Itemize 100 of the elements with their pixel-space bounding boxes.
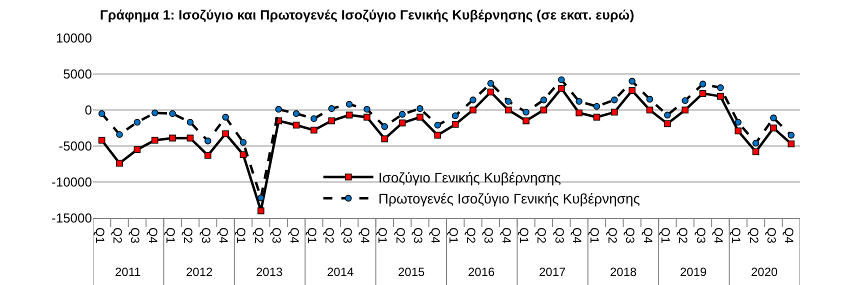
x-tick-label: Q2: [181, 227, 196, 244]
point: [558, 76, 565, 84]
point: [186, 118, 194, 126]
x-tick-label: Q3: [623, 227, 638, 244]
point: [169, 134, 176, 142]
x-tick-label: Q2: [393, 227, 408, 244]
point: [134, 118, 141, 126]
point: [258, 207, 264, 214]
y-tick-label: 5000: [63, 66, 92, 82]
x-tick-label: Q4: [640, 227, 655, 244]
point: [222, 114, 229, 121]
point: [699, 80, 706, 88]
point: [434, 132, 442, 139]
point: [328, 105, 336, 112]
point: [717, 92, 724, 100]
point: [222, 130, 229, 138]
point: [770, 114, 777, 122]
point: [398, 110, 406, 118]
point: [346, 112, 353, 118]
point: [487, 88, 494, 96]
point: [664, 120, 671, 128]
point: [98, 110, 106, 117]
x-tick-label: Q3: [198, 227, 213, 244]
point: [664, 112, 671, 118]
text: 2016: [468, 265, 496, 279]
point: [346, 100, 353, 108]
x-tick-label: Q1: [588, 227, 602, 244]
x-tick-label: Q1: [376, 227, 390, 244]
x-tick-label: Q2: [252, 227, 266, 244]
point: [788, 132, 795, 139]
point: [416, 114, 424, 121]
x-tick-label: Q3: [410, 227, 425, 244]
x-tick-label: Q1: [517, 227, 532, 244]
text: 2013: [256, 265, 284, 279]
x-tick-label: Q4: [711, 227, 726, 244]
x-tick-label: Q3: [694, 227, 708, 244]
point: [204, 138, 212, 144]
text: 2017: [539, 265, 566, 279]
point: [646, 106, 654, 114]
point: [788, 140, 795, 148]
point: [381, 135, 388, 142]
x-tick-label: Q2: [322, 227, 337, 244]
text: 2019: [680, 265, 708, 279]
point: [275, 106, 282, 113]
x-tick-label: Q1: [92, 227, 107, 244]
x-tick-label: Q2: [676, 227, 690, 244]
text: 2018: [610, 265, 638, 279]
x-tick-label: Q4: [146, 227, 160, 244]
point: [646, 96, 654, 103]
point: [558, 85, 565, 92]
text: 2020: [751, 265, 778, 279]
point: [522, 117, 530, 124]
x-tick-label: Q2: [534, 227, 549, 244]
point: [593, 103, 600, 110]
point: [452, 121, 459, 128]
point: [364, 106, 370, 113]
text: 2011: [115, 265, 142, 279]
point: [504, 106, 512, 114]
point: [151, 109, 158, 116]
point: [364, 114, 370, 121]
x-tick-label: Q2: [110, 227, 125, 244]
x-tick-label: Q4: [428, 227, 443, 244]
point: [770, 124, 777, 132]
legend-label: Ισοζύγιο Γενικής Κυβέρνησης: [378, 169, 562, 186]
point: [470, 96, 476, 104]
point: [682, 106, 689, 114]
point: [540, 106, 548, 114]
point: [452, 112, 459, 120]
x-tick-label: Q4: [570, 227, 584, 244]
point: [258, 194, 264, 202]
point: [504, 98, 512, 105]
x-tick-label: Q3: [270, 227, 284, 244]
x-tick-label: Q1: [304, 227, 319, 244]
x-tick-label: Q1: [446, 227, 460, 244]
y-tick-label: 0: [84, 102, 92, 118]
y-tick-label: -15000: [52, 210, 92, 226]
legend-label: Πρωτογενές Ισοζύγιο Γενικής Κυβέρνησης: [378, 190, 640, 207]
point: [416, 105, 424, 112]
point: [487, 80, 494, 87]
point: [134, 146, 141, 153]
point: [734, 127, 742, 134]
x-tick-label: Q4: [287, 227, 302, 244]
x-tick-label: Q4: [499, 227, 514, 244]
point: [611, 108, 618, 116]
point: [240, 139, 247, 146]
point: [752, 140, 760, 147]
y-tick-label: 10000: [56, 30, 92, 46]
x-tick-label: Q2: [605, 227, 620, 244]
point: [682, 97, 689, 104]
x-tick-label: Q4: [216, 227, 231, 244]
x-tick-label: Q2: [464, 227, 478, 244]
point: [328, 117, 336, 124]
point: [611, 96, 618, 104]
x-tick-label: Q4: [358, 227, 372, 244]
x-tick-label: Q1: [234, 227, 248, 244]
x-tick-label: Q1: [164, 227, 178, 244]
point: [628, 87, 636, 94]
point: [186, 134, 194, 142]
point: [398, 120, 406, 126]
x-tick-label: Q3: [552, 227, 566, 244]
